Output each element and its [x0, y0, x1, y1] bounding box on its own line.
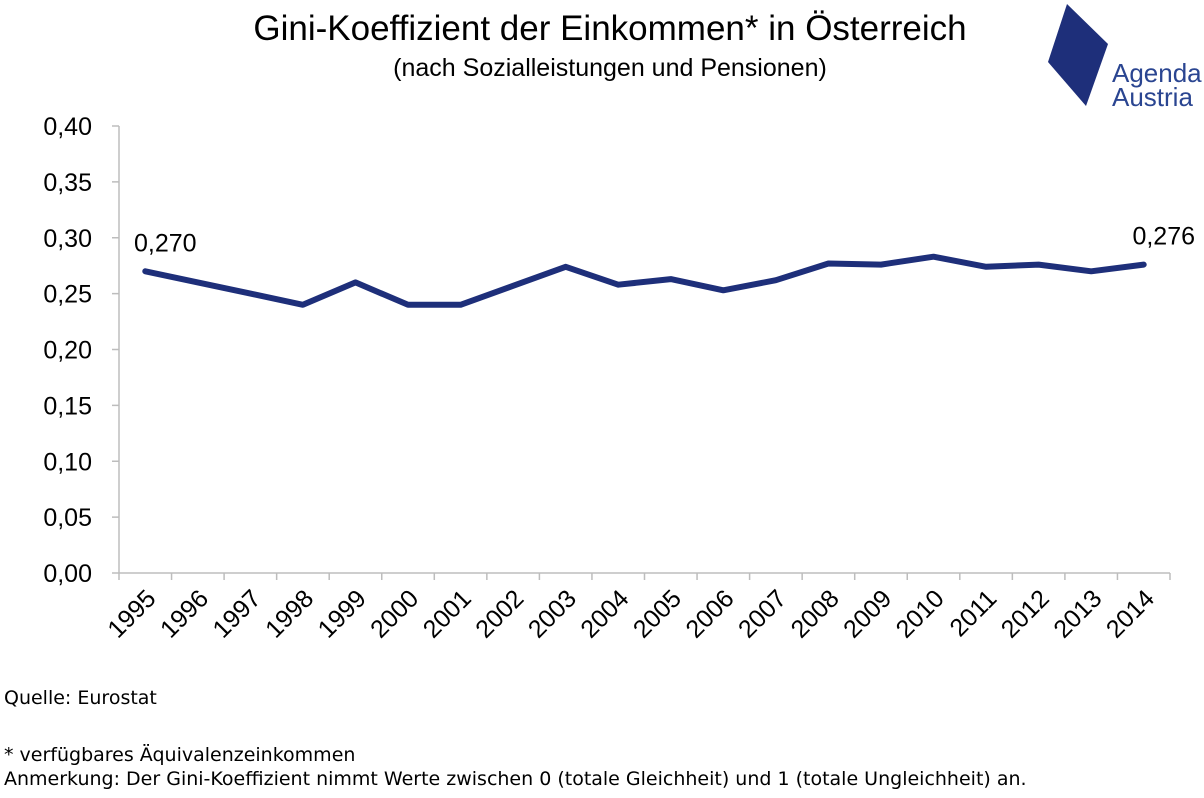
y-axis: 0,00 0,05 0,10 0,15 0,20 0,25 0,30 0,35 0,40 [43, 113, 120, 588]
x-tick-label: 1996 [155, 584, 214, 643]
data-point [773, 277, 779, 283]
agenda-austria-logo: Agenda Austria [1048, 4, 1202, 112]
data-point [352, 279, 358, 285]
x-tick-label: 2002 [470, 584, 529, 643]
x-tick-label: 1999 [313, 584, 372, 643]
x-axis: 1995199619971998199920002001200220032004… [102, 572, 1171, 644]
data-point [300, 302, 306, 308]
x-tick-label: 2000 [365, 584, 424, 643]
logo-diamond-shape [1048, 4, 1108, 106]
annotation-layer: 0,270 0,276 [134, 223, 1195, 258]
line-chart: 0,00 0,05 0,10 0,15 0,20 0,25 0,30 0,35 0,40 199… [43, 113, 1195, 644]
x-tick-label: 2005 [628, 584, 687, 643]
data-point [1088, 268, 1094, 274]
x-tick-label: 2009 [838, 584, 897, 643]
data-point [615, 282, 621, 288]
x-tick-label: 2014 [1101, 584, 1160, 643]
chart-subtitle: (nach Sozialleistungen und Pensionen) [393, 54, 827, 82]
data-point [668, 276, 674, 282]
logo-text-line1: Agenda [1112, 58, 1202, 88]
data-point [247, 291, 253, 297]
y-tick-label: 0,10 [43, 448, 92, 476]
x-tick-label: 1995 [102, 584, 161, 643]
x-tick-label: 2006 [680, 584, 739, 643]
y-tick-label: 0,00 [43, 560, 92, 588]
x-tick-label: 2010 [891, 584, 950, 643]
x-tick-label: 2013 [1048, 584, 1107, 643]
data-point [878, 262, 884, 268]
source-note: Quelle: Eurostat [4, 687, 157, 709]
data-point [405, 302, 411, 308]
y-tick-label: 0,30 [43, 225, 92, 253]
y-tick-label: 0,20 [43, 337, 92, 365]
y-tick-label: 0,05 [43, 504, 92, 532]
footnote-asterisk: * verfügbares Äquivalenzeinkommen [4, 744, 356, 766]
chart-title: Gini-Koeffizient der Einkommen* in Öster… [253, 9, 967, 48]
y-tick-label: 0,15 [43, 392, 92, 420]
data-point [983, 264, 989, 270]
data-label: 0,270 [134, 229, 197, 257]
data-point [1141, 262, 1147, 268]
x-tick-label: 2003 [523, 584, 582, 643]
data-point [1036, 262, 1042, 268]
x-tick-label: 2012 [996, 584, 1055, 643]
logo-text-line2: Austria [1112, 82, 1193, 112]
series-layer [142, 253, 1147, 308]
x-tick-label: 2001 [418, 584, 477, 643]
data-point [563, 264, 569, 270]
data-point [720, 287, 726, 293]
data-point [458, 302, 464, 308]
x-tick-label: 2011 [945, 584, 1003, 642]
y-tick-label: 0,40 [43, 113, 92, 141]
x-tick-label: 1997 [207, 584, 266, 643]
x-tick-label: 2008 [786, 584, 845, 643]
data-point [825, 260, 831, 266]
x-tick-label: 2007 [733, 584, 792, 643]
data-point [142, 268, 148, 274]
y-tick-label: 0,25 [43, 281, 92, 309]
series-line [142, 253, 1147, 308]
x-tick-label: 2004 [575, 584, 634, 643]
x-tick-label: 1998 [260, 584, 319, 643]
data-point [931, 254, 937, 260]
y-tick-label: 0,35 [43, 169, 92, 197]
data-point [510, 283, 516, 289]
data-point [195, 279, 201, 285]
footnote-remark: Anmerkung: Der Gini-Koeffizient nimmt We… [4, 768, 1027, 790]
data-label: 0,276 [1132, 223, 1195, 251]
